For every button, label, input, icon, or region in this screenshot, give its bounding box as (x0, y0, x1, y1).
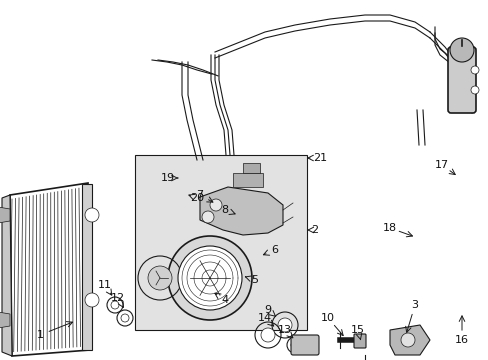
Circle shape (400, 333, 414, 347)
Polygon shape (2, 195, 12, 356)
Text: 6: 6 (271, 245, 278, 255)
Circle shape (278, 318, 291, 332)
Circle shape (168, 236, 251, 320)
Text: 3: 3 (411, 300, 418, 310)
Text: 14: 14 (257, 313, 271, 323)
Polygon shape (82, 184, 92, 350)
Circle shape (261, 328, 274, 342)
Text: 7: 7 (196, 190, 203, 200)
Circle shape (85, 208, 99, 222)
Circle shape (449, 38, 473, 62)
Text: 12: 12 (111, 293, 125, 303)
Circle shape (209, 199, 222, 211)
Text: 5: 5 (251, 275, 258, 285)
Polygon shape (200, 187, 283, 235)
Circle shape (202, 211, 214, 223)
Polygon shape (0, 207, 10, 223)
Text: 13: 13 (278, 325, 291, 335)
Text: 18: 18 (382, 223, 396, 233)
Circle shape (85, 293, 99, 307)
Circle shape (470, 66, 478, 74)
Circle shape (290, 341, 298, 349)
Text: 17: 17 (434, 160, 448, 170)
Circle shape (148, 266, 172, 290)
Text: 8: 8 (221, 205, 228, 215)
Text: 20: 20 (189, 193, 203, 203)
Text: 4: 4 (221, 295, 228, 305)
Circle shape (178, 246, 242, 310)
Text: 1: 1 (37, 330, 43, 340)
Polygon shape (389, 325, 429, 355)
Text: 15: 15 (350, 325, 364, 335)
FancyBboxPatch shape (353, 334, 365, 348)
Polygon shape (232, 173, 263, 187)
Circle shape (111, 301, 119, 309)
Text: 21: 21 (312, 153, 326, 163)
Polygon shape (0, 312, 10, 328)
Text: 19: 19 (161, 173, 175, 183)
Text: 2: 2 (311, 225, 318, 235)
FancyBboxPatch shape (290, 335, 318, 355)
Circle shape (470, 86, 478, 94)
Text: 9: 9 (264, 305, 271, 315)
Polygon shape (243, 163, 260, 173)
FancyBboxPatch shape (447, 47, 475, 113)
Bar (135, 155, 306, 330)
Text: 11: 11 (98, 280, 112, 290)
Circle shape (121, 314, 129, 322)
Text: 10: 10 (320, 313, 334, 323)
Text: 16: 16 (454, 335, 468, 345)
